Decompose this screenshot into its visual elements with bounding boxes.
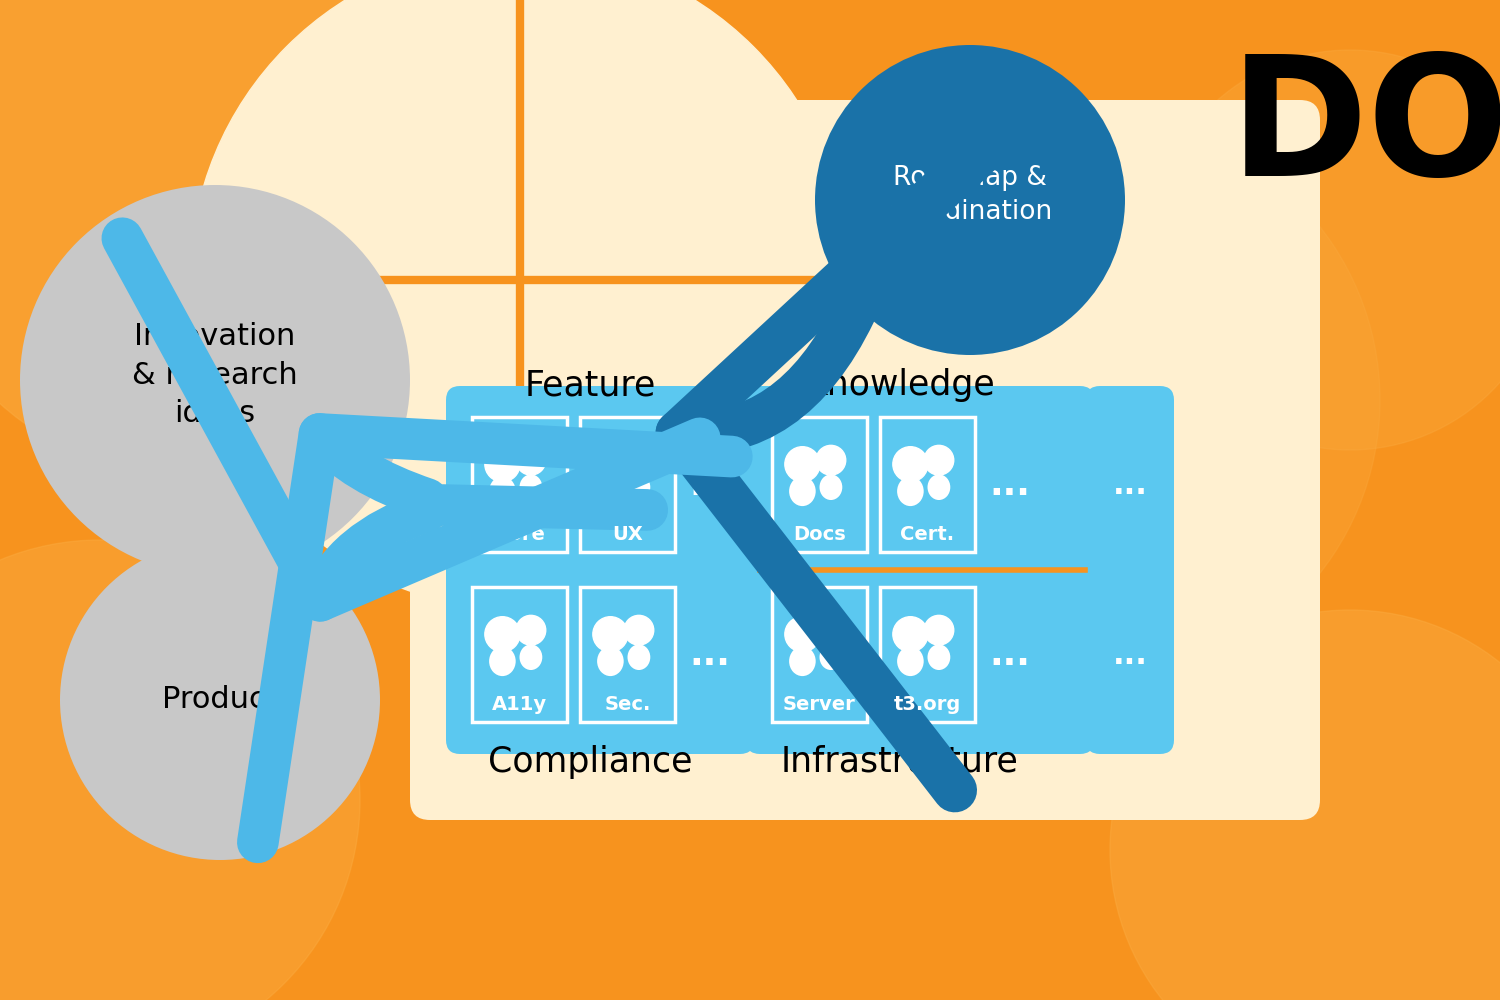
- Ellipse shape: [897, 476, 924, 506]
- Ellipse shape: [627, 644, 651, 670]
- Text: ...: ...: [690, 468, 730, 502]
- Text: ...: ...: [990, 468, 1030, 502]
- Ellipse shape: [489, 646, 516, 676]
- Ellipse shape: [819, 474, 843, 500]
- Ellipse shape: [489, 476, 516, 506]
- Circle shape: [924, 615, 954, 645]
- Text: Core: Core: [494, 525, 544, 544]
- Text: Feature: Feature: [525, 368, 656, 402]
- Circle shape: [516, 615, 546, 645]
- FancyBboxPatch shape: [580, 587, 675, 722]
- FancyBboxPatch shape: [580, 417, 675, 552]
- FancyBboxPatch shape: [746, 556, 1094, 754]
- Circle shape: [815, 45, 1125, 355]
- Circle shape: [484, 447, 520, 482]
- Circle shape: [592, 447, 628, 482]
- Ellipse shape: [789, 476, 816, 506]
- FancyBboxPatch shape: [446, 556, 754, 754]
- Circle shape: [592, 617, 628, 652]
- FancyBboxPatch shape: [746, 386, 1094, 584]
- FancyBboxPatch shape: [880, 587, 975, 722]
- Text: ...: ...: [990, 638, 1030, 672]
- Ellipse shape: [927, 474, 951, 500]
- Circle shape: [924, 445, 954, 475]
- Ellipse shape: [627, 474, 651, 500]
- Text: Infrastructure: Infrastructure: [782, 745, 1018, 779]
- Text: Innovation
& research
ideas: Innovation & research ideas: [132, 322, 298, 428]
- Text: Knowledge: Knowledge: [804, 368, 996, 402]
- Ellipse shape: [819, 644, 843, 670]
- Circle shape: [0, 0, 500, 480]
- Circle shape: [20, 185, 410, 575]
- Ellipse shape: [927, 644, 951, 670]
- FancyBboxPatch shape: [772, 417, 867, 552]
- FancyBboxPatch shape: [446, 386, 754, 584]
- Circle shape: [816, 445, 846, 475]
- Ellipse shape: [519, 644, 543, 670]
- Text: UX: UX: [612, 525, 644, 544]
- Text: Cert.: Cert.: [900, 525, 954, 544]
- Text: t3.org: t3.org: [894, 695, 962, 714]
- FancyBboxPatch shape: [1086, 556, 1174, 754]
- Circle shape: [784, 617, 820, 652]
- Text: ...: ...: [690, 638, 730, 672]
- Circle shape: [1150, 50, 1500, 450]
- Circle shape: [892, 617, 928, 652]
- Text: Docs: Docs: [794, 525, 846, 544]
- Circle shape: [190, 0, 850, 610]
- Circle shape: [60, 540, 380, 860]
- Text: Compliance: Compliance: [488, 745, 692, 779]
- Text: DO: DO: [1230, 48, 1500, 212]
- FancyBboxPatch shape: [472, 417, 567, 552]
- FancyBboxPatch shape: [472, 587, 567, 722]
- FancyBboxPatch shape: [880, 417, 975, 552]
- FancyBboxPatch shape: [772, 587, 867, 722]
- Text: Server: Server: [783, 695, 856, 714]
- Circle shape: [892, 447, 928, 482]
- Text: ...: ...: [1113, 641, 1148, 670]
- Ellipse shape: [519, 474, 543, 500]
- Ellipse shape: [597, 646, 624, 676]
- Text: Sec.: Sec.: [604, 695, 651, 714]
- Circle shape: [624, 445, 654, 475]
- FancyBboxPatch shape: [1086, 386, 1174, 584]
- Text: ...: ...: [1113, 471, 1148, 499]
- Circle shape: [816, 615, 846, 645]
- Circle shape: [821, 120, 1380, 680]
- Circle shape: [784, 447, 820, 482]
- Ellipse shape: [897, 646, 924, 676]
- Ellipse shape: [789, 646, 816, 676]
- Text: Roadmap &
coordination: Roadmap & coordination: [888, 165, 1053, 225]
- Circle shape: [0, 540, 360, 1000]
- Circle shape: [624, 615, 654, 645]
- Ellipse shape: [597, 476, 624, 506]
- Text: Product: Product: [162, 686, 278, 714]
- Text: A11y: A11y: [492, 695, 548, 714]
- Circle shape: [1110, 610, 1500, 1000]
- FancyBboxPatch shape: [410, 100, 1320, 820]
- Circle shape: [484, 617, 520, 652]
- Circle shape: [516, 445, 546, 475]
